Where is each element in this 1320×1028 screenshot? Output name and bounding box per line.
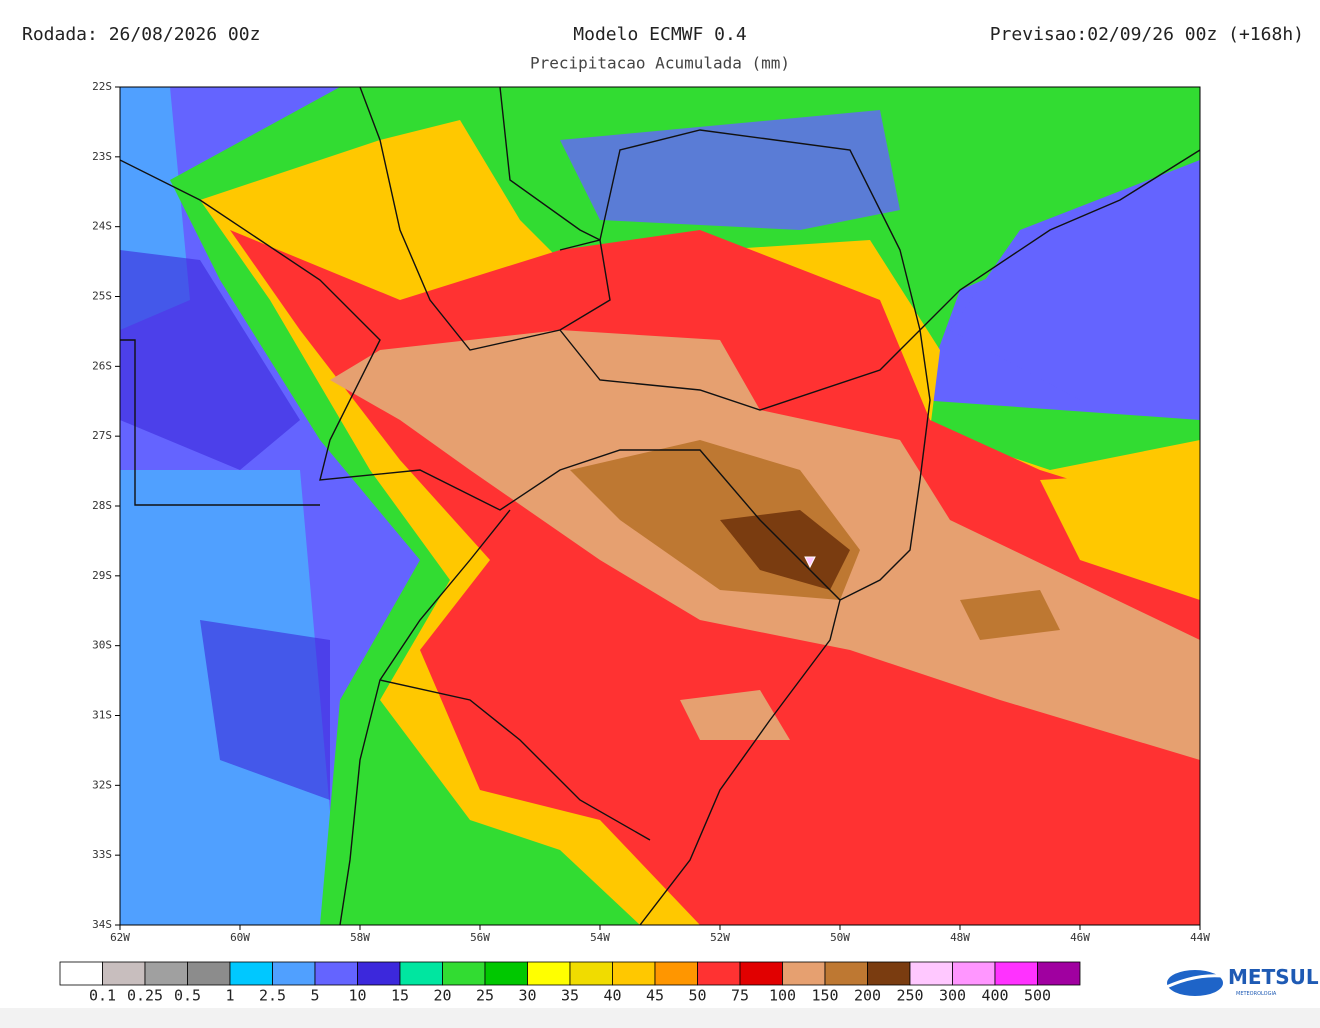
legend-swatch (187, 961, 231, 986)
lon-label: 60W (230, 931, 250, 944)
legend-label: 100 (769, 987, 796, 1005)
lat-label: 30S (92, 639, 112, 652)
lon-label: 46W (1070, 931, 1090, 944)
color-legend: 0.1 0.25 0.5 1 2.5 5 10 15 20 25 30 35 40 45 50 75 100 15… (59, 961, 1081, 1005)
legend-label: 25 (476, 987, 494, 1005)
lat-label: 31S (92, 709, 112, 722)
legend-label: 50 (688, 987, 706, 1005)
field-brown (960, 590, 1060, 640)
legend-label: 1 (225, 987, 234, 1005)
legend-swatch (782, 961, 826, 986)
lon-label: 48W (950, 931, 970, 944)
lat-label: 34S (92, 918, 112, 931)
lat-label: 28S (92, 499, 112, 512)
legend-swatch (569, 961, 613, 986)
legend-label: 0.25 (127, 987, 163, 1005)
legend-swatch (994, 961, 1038, 986)
field-tan (680, 690, 790, 740)
legend-swatch (272, 961, 316, 986)
lon-label: 56W (470, 931, 490, 944)
lat-label: 26S (92, 359, 112, 372)
lat-label: 22S (92, 80, 112, 93)
lon-label: 52W (710, 931, 730, 944)
legend-label: 35 (561, 987, 579, 1005)
legend-swatch (357, 961, 401, 986)
legend-label: 250 (896, 987, 923, 1005)
legend-swatch (654, 961, 698, 986)
axis-ticks: 22S23S24S25S26S27S28S29S30S31S32S33S34S6… (92, 80, 1210, 944)
legend-label: 0.1 (89, 987, 116, 1005)
legend-swatch (102, 961, 146, 986)
legend-label: 20 (433, 987, 451, 1005)
legend-label: 200 (854, 987, 881, 1005)
lon-label: 62W (110, 931, 130, 944)
lon-label: 58W (350, 931, 370, 944)
legend-label: 30 (518, 987, 536, 1005)
borders (120, 87, 1200, 925)
logo-swoosh (1159, 974, 1236, 992)
legend-swatch (909, 961, 953, 986)
legend-swatch (1037, 961, 1081, 986)
field-dark-blue (200, 620, 330, 800)
logo: METSUL METEOROLOGIA (1159, 965, 1319, 997)
legend-label: 2.5 (259, 987, 286, 1005)
legend-swatch (484, 961, 528, 986)
legend-swatch (442, 961, 486, 986)
legend-label: 75 (731, 987, 749, 1005)
legend-label: 150 (811, 987, 838, 1005)
footer-strip (0, 1008, 1320, 1028)
field-dark-blue (120, 250, 300, 470)
model-label: Modelo ECMWF 0.4 (573, 24, 746, 45)
lat-label: 33S (92, 848, 112, 861)
lat-label: 32S (92, 778, 112, 791)
lon-label: 44W (1190, 931, 1210, 944)
legend-label: 45 (646, 987, 664, 1005)
legend-label: 15 (391, 987, 409, 1005)
run-label: Rodada: 26/08/2026 00z (22, 24, 260, 45)
legend-swatch (867, 961, 911, 986)
legend-swatch (59, 961, 103, 986)
field-dark-brown (720, 510, 850, 590)
legend-label: 0.5 (174, 987, 201, 1005)
legend-label: 10 (348, 987, 366, 1005)
lon-label: 50W (830, 931, 850, 944)
lon-label: 54W (590, 931, 610, 944)
legend-swatch (824, 961, 868, 986)
precip-field (120, 87, 1200, 925)
legend-swatch (399, 961, 443, 986)
logo-name: METSUL (1228, 965, 1319, 989)
legend-swatch (612, 961, 656, 986)
lat-label: 25S (92, 290, 112, 303)
legend-label: 400 (981, 987, 1008, 1005)
subtitle: Precipitacao Acumulada (mm) (530, 54, 790, 73)
logo-tagline: METEOROLOGIA (1236, 991, 1277, 997)
legend-label: 5 (310, 987, 319, 1005)
marker (804, 556, 816, 569)
field-blue-east (950, 160, 1200, 420)
forecast-label: Previsao:02/09/26 00z (+168h) (990, 24, 1304, 45)
legend-swatch (527, 961, 571, 986)
legend-swatch (697, 961, 741, 986)
legend-swatch (314, 961, 358, 986)
lat-label: 23S (92, 150, 112, 163)
legend-swatch (144, 961, 188, 986)
lat-label: 27S (92, 429, 112, 442)
legend-label: 500 (1024, 987, 1051, 1005)
legend-swatch (952, 961, 996, 986)
legend-label: 300 (939, 987, 966, 1005)
lat-label: 29S (92, 569, 112, 582)
legend-swatch (229, 961, 273, 986)
lat-label: 24S (92, 220, 112, 233)
legend-swatch (739, 961, 783, 986)
legend-label: 40 (603, 987, 621, 1005)
field-yellow-east (1040, 470, 1200, 600)
field-blue-north (560, 110, 900, 230)
